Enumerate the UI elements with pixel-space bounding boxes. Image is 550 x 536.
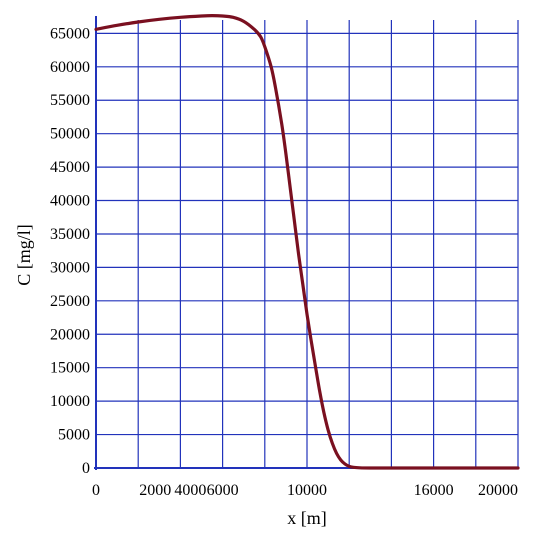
y-tick-label-4: 20000: [50, 326, 90, 343]
y-tick-label-12: 60000: [50, 59, 90, 76]
x-tick-label-6: 20000: [478, 482, 518, 499]
y-axis-label: C [mg/l]: [14, 224, 34, 286]
y-tick-label-9: 45000: [50, 159, 90, 176]
y-tick-label-10: 50000: [50, 126, 90, 143]
y-tick-labels: 0 5000 10000 15000 20000 25000 30000 35000 40000…: [50, 25, 90, 477]
y-tick-label-1: 5000: [58, 427, 90, 444]
x-tick-label-2: 4000: [174, 482, 206, 499]
x-tick-label-3: 6000: [207, 482, 239, 499]
y-tick-label-11: 55000: [50, 92, 90, 109]
grid-lines: [95, 20, 519, 469]
series-group: [94, 14, 520, 470]
y-tick-label-13: 65000: [50, 25, 90, 42]
y-tick-label-6: 30000: [50, 259, 90, 276]
y-tick-label-7: 35000: [50, 226, 90, 243]
series-line-0: [94, 14, 520, 470]
x-tick-label-1: 2000: [139, 482, 171, 499]
x-axis-label: x [m]: [287, 508, 327, 528]
axes: [94, 16, 518, 470]
x-tick-label-5: 16000: [414, 482, 454, 499]
y-tick-label-3: 15000: [50, 360, 90, 377]
x-tick-label-0: 0: [92, 482, 100, 499]
y-tick-label-5: 25000: [50, 293, 90, 310]
y-tick-label-8: 40000: [50, 193, 90, 210]
y-tick-label-0: 0: [82, 460, 90, 477]
x-tick-labels: 0 2000 4000 6000 10000 16000 20000: [92, 482, 518, 499]
x-tick-label-4: 10000: [287, 482, 327, 499]
y-tick-label-2: 10000: [50, 393, 90, 410]
